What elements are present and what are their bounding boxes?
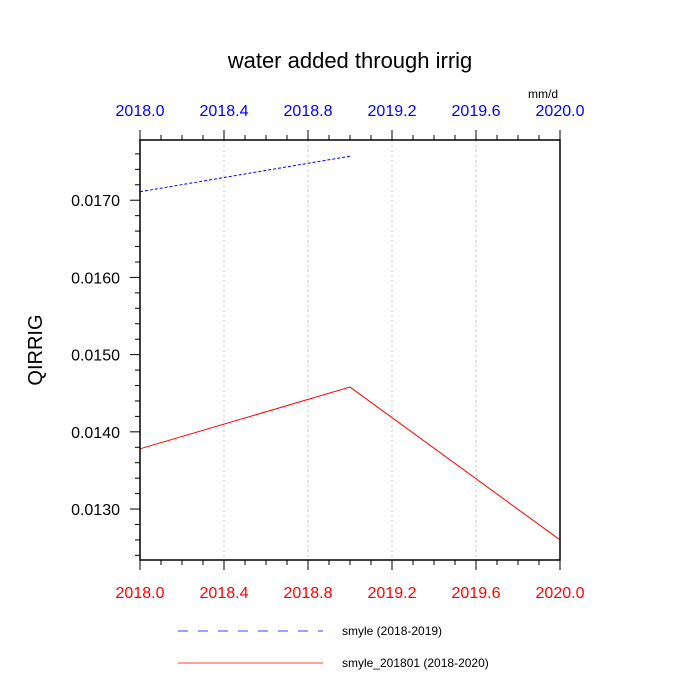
x-tick-label-bottom: 2018.0	[116, 585, 165, 602]
x-tick-label-bottom: 2019.6	[452, 585, 501, 602]
y-tick-label: 0.0160	[71, 270, 120, 287]
x-tick-label-bottom: 2019.2	[368, 585, 417, 602]
plot-frame	[139, 139, 561, 561]
legend-label: smyle (2018-2019)	[342, 624, 442, 638]
x-tick-label-top: 2019.6	[452, 103, 501, 120]
y-tick-label: 0.0150	[71, 348, 120, 365]
legend: smyle (2018-2019) smyle_201801 (2018-2020…	[178, 624, 489, 670]
x-tick-label-top: 2018.4	[200, 103, 249, 120]
y-axis-label: QIRRIG	[25, 314, 47, 385]
x-tick-label-bottom: 2018.4	[200, 585, 249, 602]
legend-label: smyle_201801 (2018-2020)	[342, 656, 489, 670]
x-tick-label-top: 2019.2	[368, 103, 417, 120]
x-tick-label-bottom: 2018.8	[284, 585, 333, 602]
y-tick-label: 0.0130	[71, 502, 120, 519]
series-line-2	[139, 386, 561, 541]
y-tick-label: 0.0140	[71, 425, 120, 442]
chart-title: water added through irrig	[227, 48, 473, 73]
series-line-1	[139, 155, 351, 193]
y-tick-label: 0.0170	[71, 193, 120, 210]
axis-tick-labels: 2018.0 2018.4 2018.8 2019.2 2019.6 2020.0 2018…	[71, 103, 585, 602]
series-lines	[139, 155, 561, 541]
axis-ticks	[130, 130, 561, 570]
x-tick-label-top: 2020.0	[536, 103, 585, 120]
x-tick-label-bottom: 2020.0	[536, 585, 585, 602]
grid-lines	[223, 140, 477, 560]
x-tick-label-top: 2018.8	[284, 103, 333, 120]
x-tick-label-top: 2018.0	[116, 103, 165, 120]
units-label: mm/d	[528, 87, 558, 101]
